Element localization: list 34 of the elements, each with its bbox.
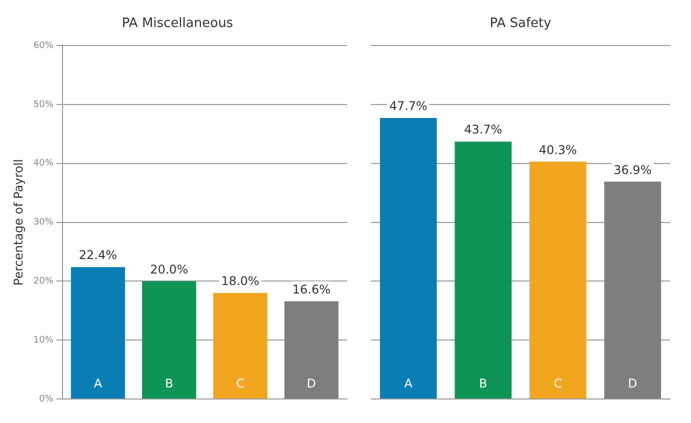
x-tick-label: A [94,376,103,390]
data-label: 43.7% [464,122,502,137]
bar [454,142,512,398]
chart-title: PA Safety [490,16,552,32]
y-tick-label: 0% [39,394,54,404]
bar [529,162,586,398]
y-tick-label: 10% [33,335,54,346]
data-label: 47.7% [389,99,428,114]
bar [284,301,338,398]
x-tick-label: B [165,376,174,390]
bar [213,292,268,398]
chart-title: PA Miscellaneous [122,16,234,32]
bar [142,281,196,398]
data-label: 20.0% [150,262,188,276]
y-tick-label: 50% [33,100,54,110]
y-tick-label: 60% [33,40,54,51]
x-tick-label: C [236,376,244,390]
data-label: 18.0% [221,274,260,288]
data-label: 40.3% [538,142,577,157]
data-label: 16.6% [292,282,330,296]
bar [70,267,126,398]
y-tick-label: 20% [33,276,54,287]
bar [604,182,662,398]
y-tick-label: 30% [33,218,54,228]
x-tick-label: A [404,376,414,390]
x-tick-label: B [479,376,488,390]
bar [380,118,437,398]
y-tick-label: 40% [33,158,54,169]
x-tick-label: D [306,376,316,390]
y-axis-title: Percentage of Payroll [11,159,26,286]
x-tick-label: D [628,376,638,390]
x-tick-label: C [554,376,562,390]
data-label: 22.4% [78,248,118,262]
data-label: 36.9% [614,162,652,177]
